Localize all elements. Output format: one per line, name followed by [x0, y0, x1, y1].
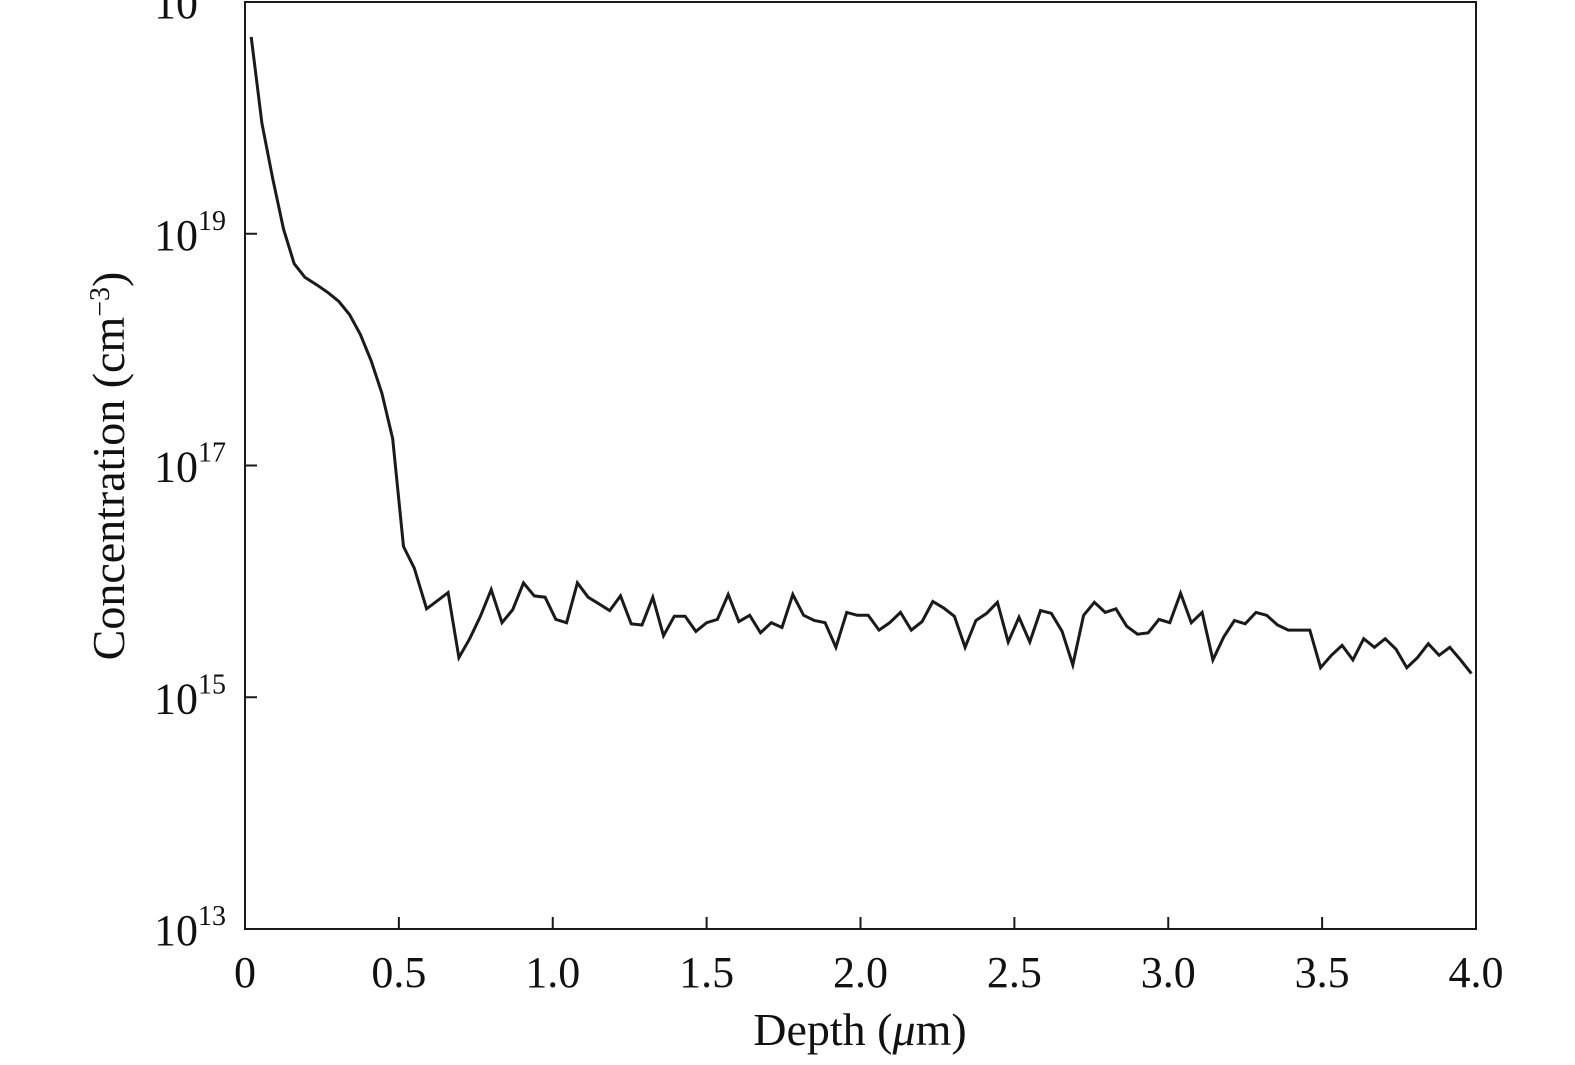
y-axis-title: Concentration (cm−3): [83, 272, 134, 661]
y-tick-exponent: 17: [198, 438, 226, 469]
y-tick-label: 1013: [154, 901, 226, 955]
plot-frame: [244, 1, 1477, 930]
concentration-line: [249, 36, 1473, 675]
x-tick-label: 0.5: [371, 948, 426, 997]
x-axis-title-post: m): [916, 1004, 967, 1055]
y-tick-base: 10: [154, 443, 198, 492]
y-tick-base: 10: [154, 211, 198, 260]
x-tick-label: 3.5: [1295, 948, 1350, 997]
x-tick-label: 2.5: [987, 948, 1042, 997]
x-tick-label: 4.0: [1449, 948, 1504, 997]
y-tick-label: 1021: [154, 0, 226, 28]
y-tick-base: 10: [154, 0, 198, 28]
y-tick-base: 10: [154, 674, 198, 723]
y-tick-exponent: 19: [198, 206, 226, 237]
y-axis-title-exponent: −3: [85, 287, 116, 317]
y-axis-title-post: ): [83, 272, 134, 287]
y-tick-label: 1017: [154, 438, 226, 492]
x-tick-label: 1.5: [679, 948, 734, 997]
x-axis-ticks: 0 0.5 1.0 1.5 2.0 2.5 3.0 3.5 4.0: [234, 917, 1504, 997]
y-tick-exponent: 15: [198, 669, 226, 700]
x-axis-title-pre: Depth (: [753, 1004, 892, 1055]
x-tick-label: 1.0: [525, 948, 580, 997]
y-axis-title-pre: Concentration (cm: [83, 317, 134, 661]
x-tick-label: 0: [234, 948, 256, 997]
x-tick-label: 2.0: [833, 948, 888, 997]
series-layer: [249, 36, 1473, 675]
y-tick-exponent: 13: [198, 901, 226, 932]
y-tick-base: 10: [154, 906, 198, 955]
x-axis-title: Depth (μm): [753, 1004, 966, 1055]
y-axis-ticks: 10131015101710191021: [154, 0, 257, 955]
y-tick-label: 1019: [154, 206, 226, 260]
y-tick-exponent: 21: [198, 0, 226, 5]
x-axis-title-unit-prefix: μ: [892, 1004, 916, 1055]
x-tick-label: 3.0: [1141, 948, 1196, 997]
y-tick-label: 1015: [154, 669, 226, 723]
